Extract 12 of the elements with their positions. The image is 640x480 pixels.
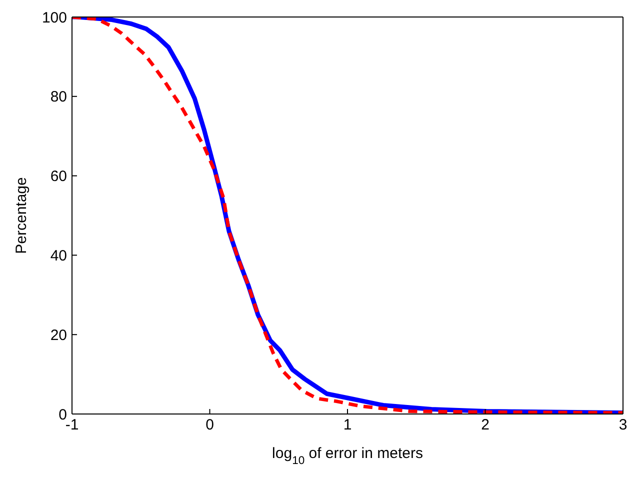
y-tick-label: 20 bbox=[50, 326, 67, 344]
y-tick-label: 60 bbox=[50, 168, 67, 186]
x-tick-label: 0 bbox=[206, 416, 214, 434]
y-tick-label: 40 bbox=[50, 248, 67, 265]
x-axis-title: log$_{10}$ of error in meters bbox=[272, 445, 423, 467]
y-tick-label: 80 bbox=[50, 88, 67, 106]
x-tick-label: 3 bbox=[618, 416, 628, 434]
y-tick-label: 100 bbox=[42, 9, 67, 26]
y-axis-title: Percentage bbox=[13, 177, 30, 254]
x-tick-label: -1 bbox=[65, 416, 79, 434]
x-tick-label: 2 bbox=[481, 416, 490, 434]
x-tick-label: 1 bbox=[343, 416, 352, 434]
